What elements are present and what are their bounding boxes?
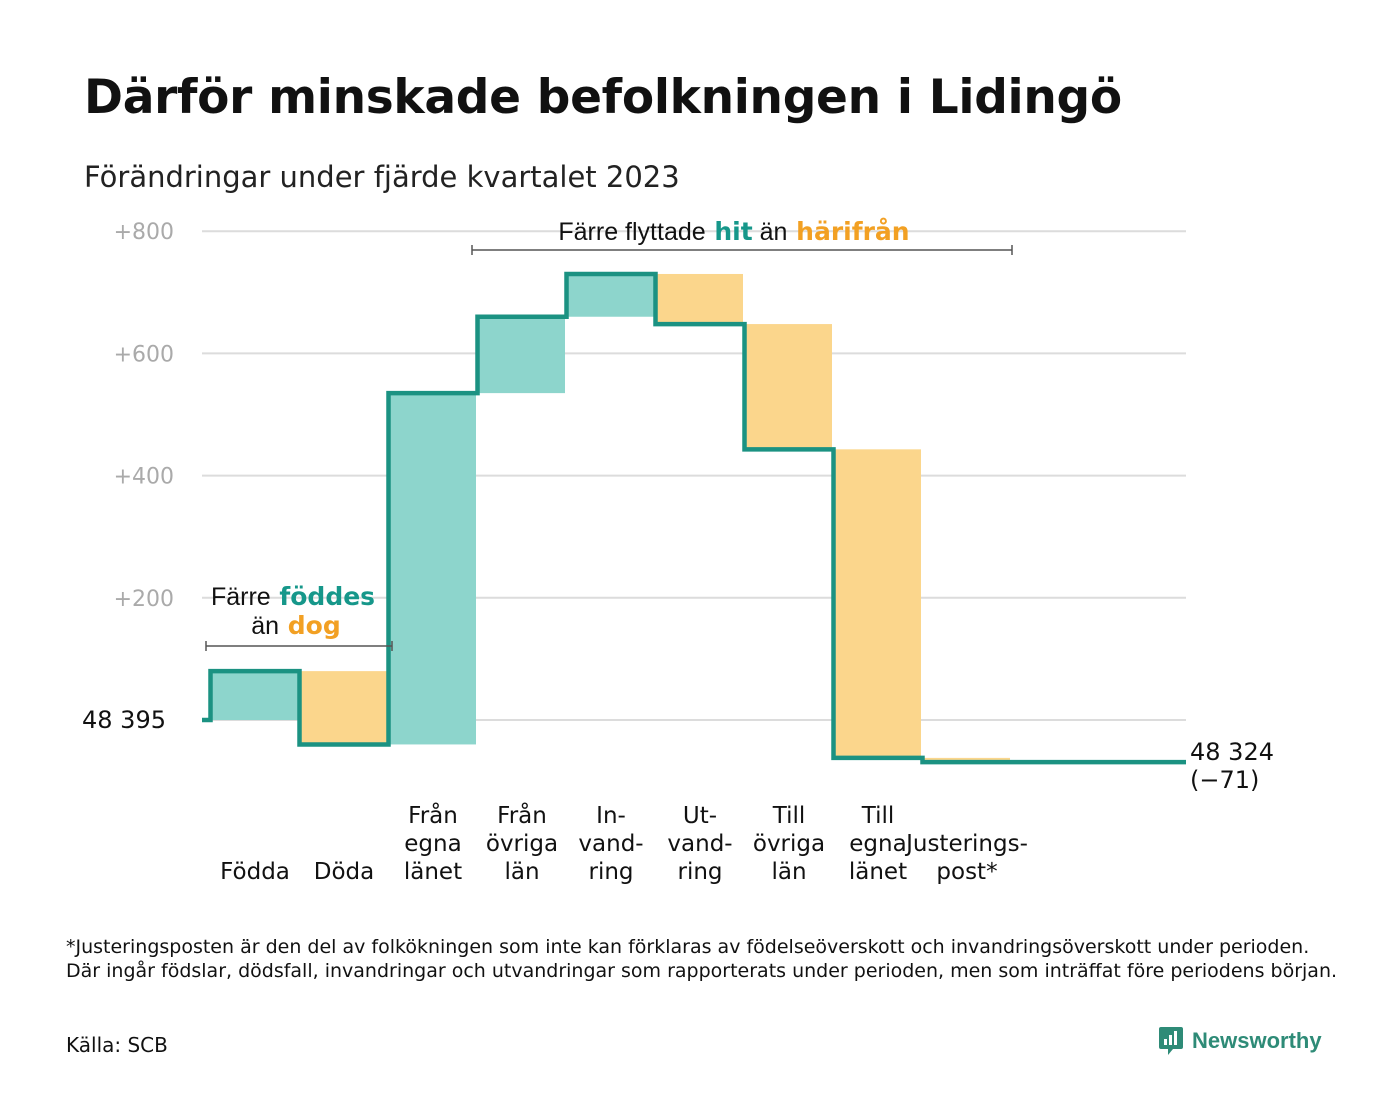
- annotation-part: dog: [279, 611, 341, 640]
- footnote: *Justeringsposten är den del av folkökni…: [66, 936, 1338, 982]
- bar: [657, 273, 743, 325]
- category-label: Födda: [220, 859, 290, 885]
- bar: [390, 393, 476, 745]
- bar: [301, 671, 387, 745]
- annotation-part: än: [251, 612, 279, 640]
- category-label: län: [504, 859, 539, 885]
- category-label: Döda: [314, 859, 374, 885]
- chart-title: Därför minskade befolkningen i Lidingö: [84, 70, 1122, 125]
- annotation-part: härifrån: [787, 217, 909, 246]
- waterfall-chart: +200 +400 +600 +800 48 395 48 324(−71) Födda Dö…: [82, 217, 1274, 885]
- category-label: Justerings-: [904, 831, 1028, 857]
- category-label: vand-: [667, 831, 732, 857]
- category-label: egna: [404, 831, 461, 857]
- category-label: ring: [677, 859, 722, 885]
- migration-annotation: Färre flyttade hit än härifrån: [558, 217, 909, 246]
- bar: [479, 316, 565, 394]
- category-label: länet: [849, 859, 907, 885]
- category-label: Till: [861, 803, 895, 829]
- bar: [568, 273, 654, 317]
- annotation-part: hit: [706, 217, 753, 246]
- category-label: vand-: [578, 831, 643, 857]
- category-label: ring: [588, 859, 633, 885]
- source-credit: Källa: SCB: [66, 1033, 168, 1057]
- annotation-part: än: [753, 218, 788, 246]
- category-label: övriga: [753, 831, 825, 857]
- y-tick-label: +800: [114, 220, 174, 245]
- end-change-label: (−71): [1190, 766, 1259, 794]
- start-value-label: 48 395: [82, 706, 166, 734]
- y-tick-label: +200: [114, 587, 174, 612]
- newsworthy-logo-text: Newsworthy: [1192, 1028, 1322, 1053]
- category-label: Från: [497, 801, 547, 829]
- category-label: In-: [596, 803, 626, 829]
- category-label: län: [771, 859, 806, 885]
- category-label: övriga: [486, 831, 558, 857]
- end-value-label: 48 324: [1190, 738, 1274, 766]
- category-label: post*: [936, 859, 997, 885]
- cumulative-step-line: [202, 271, 1186, 765]
- category-label: Ut-: [683, 803, 717, 829]
- annotation-part: föddes: [271, 582, 375, 611]
- chart-subtitle: Förändringar under fjärde kvartalet 2023: [84, 160, 680, 194]
- bar: [835, 449, 921, 758]
- newsworthy-logo: Newsworthy: [1158, 1026, 1322, 1056]
- y-tick-label: +600: [114, 342, 174, 367]
- y-tick-label: +400: [114, 465, 174, 490]
- newsworthy-logo-icon: [1159, 1027, 1183, 1055]
- bar: [212, 671, 298, 720]
- category-label: Från: [408, 801, 458, 829]
- annotation-part: Färre: [211, 583, 271, 611]
- category-label: Till: [772, 803, 806, 829]
- births-annotation-line1: Färre föddes: [211, 582, 375, 611]
- category-label: egna: [849, 831, 906, 857]
- bar: [746, 324, 832, 450]
- category-label: länet: [404, 859, 462, 885]
- births-annotation-line2: än dog: [251, 611, 340, 640]
- annotation-part: Färre flyttade: [558, 218, 705, 246]
